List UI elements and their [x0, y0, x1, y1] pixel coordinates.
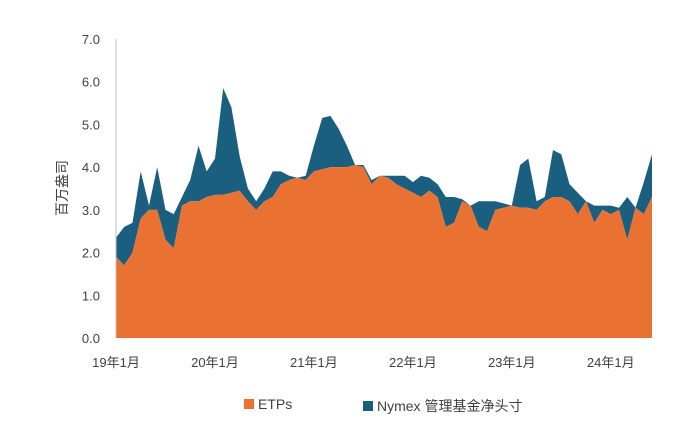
- x-tick-label: 23年1月: [488, 355, 536, 370]
- x-tick-label: 19年1月: [92, 355, 140, 370]
- y-axis-ticks: 0.0 1.0 2.0 3.0 4.0 5.0 6.0 7.0: [82, 32, 100, 346]
- chart-legend: ETPs Nymex 管理基金净头寸: [0, 396, 700, 420]
- legend-swatch-etps: [244, 399, 254, 409]
- y-axis-label: 百万盎司: [55, 160, 71, 216]
- x-tick-label: 20年1月: [191, 355, 239, 370]
- y-tick-label: 0.0: [82, 331, 100, 346]
- etps-area: [116, 165, 652, 338]
- plot-area: [116, 88, 652, 338]
- y-tick-label: 2.0: [82, 246, 100, 261]
- x-tick-label: 21年1月: [290, 355, 338, 370]
- y-tick-label: 3.0: [82, 203, 100, 218]
- x-axis-ticks: 19年1月 20年1月 21年1月 22年1月 23年1月 24年1月: [92, 355, 634, 370]
- x-tick-label: 22年1月: [389, 355, 437, 370]
- legend-label-etps: ETPs: [258, 396, 293, 412]
- legend-item-etps: ETPs: [244, 396, 292, 412]
- y-tick-label: 1.0: [82, 288, 100, 303]
- y-tick-label: 7.0: [82, 32, 100, 47]
- y-tick-label: 4.0: [82, 160, 100, 175]
- legend-swatch-nymex: [363, 401, 373, 411]
- y-tick-label: 6.0: [82, 75, 100, 90]
- y-tick-label: 5.0: [82, 117, 100, 132]
- legend-item-nymex: Nymex 管理基金净头寸: [363, 396, 522, 416]
- x-tick-label: 24年1月: [587, 355, 635, 370]
- legend-label-nymex: Nymex 管理基金净头寸: [377, 398, 523, 414]
